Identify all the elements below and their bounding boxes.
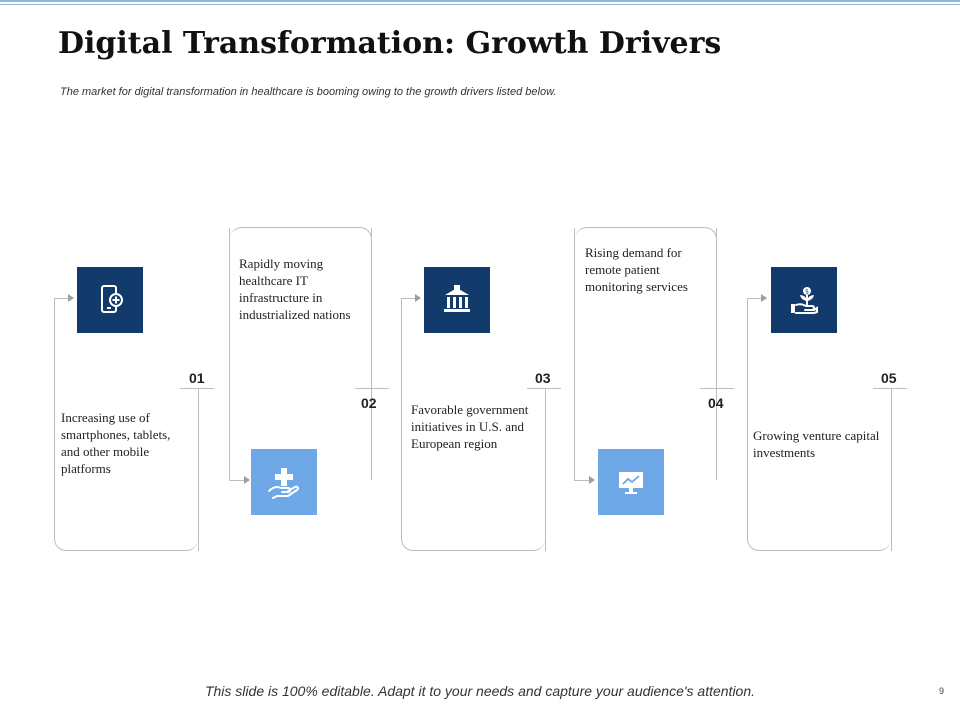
arrow-icon (415, 294, 421, 302)
driver-02-text: Rapidly moving healthcare IT infrastruct… (239, 256, 351, 322)
driver-04-frame (574, 227, 717, 481)
driver-04-number: 04 (708, 395, 724, 411)
driver-01-frame (54, 298, 199, 551)
driver-05-number: 05 (881, 370, 897, 386)
top-line-thin (0, 4, 960, 5)
driver-03-frame (401, 298, 546, 551)
page-number: 9 (938, 686, 944, 696)
monitor-chart-icon (598, 449, 664, 515)
driver-02-frame (229, 227, 372, 481)
svg-text:$: $ (805, 289, 809, 296)
slide-title: Digital Transformation: Growth Drivers (58, 26, 722, 61)
driver-03-text: Favorable government initiatives in U.S.… (411, 402, 529, 451)
driver-02-number: 02 (361, 395, 377, 411)
arrow-icon (68, 294, 74, 302)
arrow-icon (589, 476, 595, 484)
driver-05-frame (747, 298, 892, 551)
driver-01-number: 01 (189, 370, 205, 386)
driver-01-text: Increasing use of smartphones, tablets, … (61, 410, 171, 476)
driver-04-text: Rising demand for remote patient monitor… (585, 245, 688, 294)
driver-05-text: Growing venture capital investments (753, 428, 880, 460)
slide-subtitle: The market for digital transformation in… (60, 86, 557, 98)
arrow-icon (761, 294, 767, 302)
hand-money-plant-icon: $ (771, 267, 837, 333)
arrow-icon (244, 476, 250, 484)
smartphone-plus-icon (77, 267, 143, 333)
hand-cross-icon (251, 449, 317, 515)
top-decorative-bar (0, 0, 960, 6)
government-building-icon (424, 267, 490, 333)
slide-footer: This slide is 100% editable. Adapt it to… (204, 683, 756, 699)
driver-03-number: 03 (535, 370, 551, 386)
top-line-thick (0, 0, 960, 2)
